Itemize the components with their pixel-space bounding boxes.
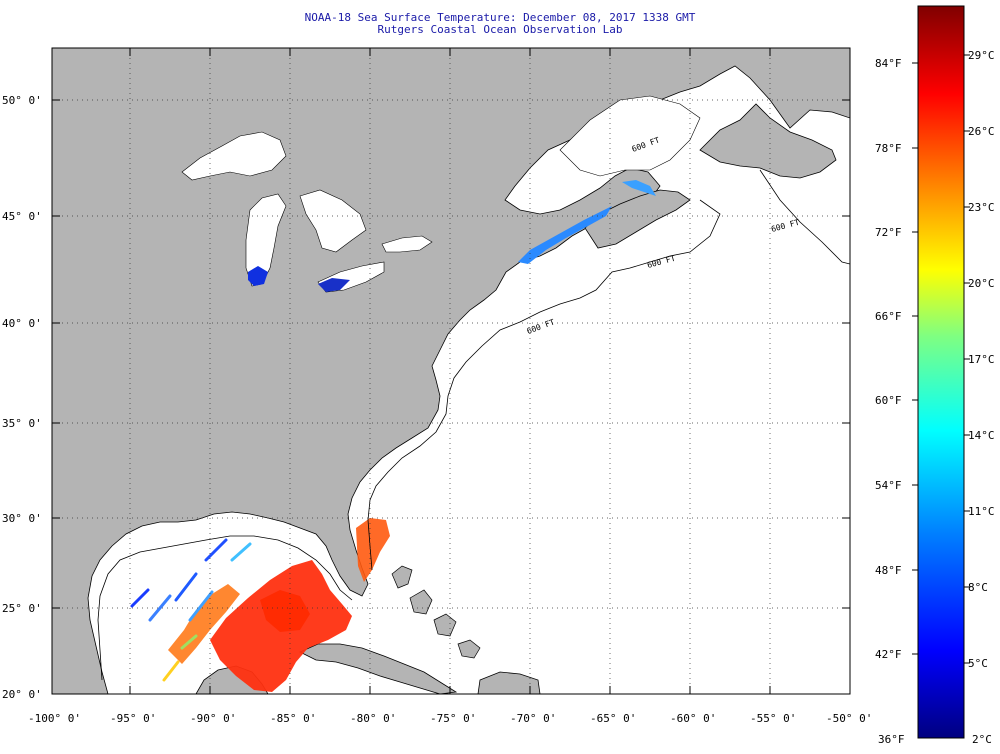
longitude-label: -75° 0' bbox=[430, 712, 477, 725]
graticule bbox=[52, 48, 850, 694]
latitude-label: 25° 0' bbox=[2, 602, 42, 615]
bahamas-islands bbox=[391, 565, 481, 659]
colorbar-label-c: 23°C bbox=[968, 201, 995, 214]
map-frame bbox=[51, 47, 851, 695]
latitude-label: 40° 0' bbox=[2, 317, 42, 330]
longitude-label: -70° 0' bbox=[510, 712, 557, 725]
longitude-label: -80° 0' bbox=[350, 712, 397, 725]
land-nova-scotia bbox=[584, 189, 691, 249]
lake-huron bbox=[299, 189, 367, 253]
sst-patch-keys bbox=[260, 590, 310, 632]
sst-gulf-st-lawrence bbox=[622, 180, 656, 196]
colorbar-label-f: 66°F bbox=[875, 310, 902, 323]
longitude-label: -65° 0' bbox=[590, 712, 637, 725]
sst-lake-michigan bbox=[248, 266, 268, 286]
colorbar-ticks bbox=[912, 54, 970, 664]
colorbar-label-f: 84°F bbox=[875, 57, 902, 70]
longitude-label: -100° 0' bbox=[28, 712, 81, 725]
colorbar-label-c: 2°C bbox=[972, 733, 992, 746]
longitude-label: -85° 0' bbox=[270, 712, 317, 725]
colorbar-label-f: 60°F bbox=[875, 394, 902, 407]
latitude-label: 35° 0' bbox=[2, 417, 42, 430]
colorbar bbox=[917, 5, 965, 739]
colorbar-label-f: 78°F bbox=[875, 142, 902, 155]
lake-ontario bbox=[381, 235, 433, 253]
sst-gulf-maine bbox=[518, 206, 612, 264]
sst-lake-erie bbox=[318, 278, 350, 292]
land-hispaniola bbox=[477, 671, 541, 694]
lake-superior bbox=[181, 131, 287, 181]
colorbar-label-f: 54°F bbox=[875, 479, 902, 492]
longitude-label: -60° 0' bbox=[670, 712, 717, 725]
colorbar-label-c: 20°C bbox=[968, 277, 995, 290]
longitude-label: -50° 0' bbox=[826, 712, 873, 725]
map-subtitle: Rutgers Coastal Ocean Observation Lab bbox=[377, 23, 623, 36]
sst-patch-atlantic bbox=[356, 518, 390, 582]
colorbar-label-f: 36°F bbox=[878, 733, 905, 746]
lake-michigan bbox=[245, 193, 287, 287]
colorbar-label-c: 8°C bbox=[968, 581, 988, 594]
axis-ticks bbox=[52, 48, 850, 694]
colorbar-label-c: 17°C bbox=[968, 353, 995, 366]
colorbar-label-c: 29°C bbox=[968, 49, 995, 62]
colorbar-label-f: 42°F bbox=[875, 648, 902, 661]
gulf-contour bbox=[97, 535, 353, 681]
land-newfoundland bbox=[699, 103, 837, 179]
colorbar-label-c: 11°C bbox=[968, 505, 995, 518]
map-title: NOAA-18 Sea Surface Temperature: Decembe… bbox=[304, 11, 696, 24]
sst-patch-streaks bbox=[130, 538, 252, 682]
latitude-label: 20° 0' bbox=[2, 688, 42, 701]
gulf-st-lawrence bbox=[559, 95, 701, 177]
latitude-label: 50° 0' bbox=[2, 94, 42, 107]
colorbar-label-c: 26°C bbox=[968, 125, 995, 138]
colorbar-label-f: 72°F bbox=[875, 226, 902, 239]
colorbar-label-f: 48°F bbox=[875, 564, 902, 577]
shelf-contour bbox=[367, 169, 850, 571]
latitude-label: 30° 0' bbox=[2, 512, 42, 525]
colorbar-label-c: 5°C bbox=[968, 657, 988, 670]
latitude-label: 45° 0' bbox=[2, 210, 42, 223]
longitude-label: -95° 0' bbox=[110, 712, 157, 725]
longitude-label: -90° 0' bbox=[190, 712, 237, 725]
longitude-label: -55° 0' bbox=[750, 712, 797, 725]
colorbar-label-c: 14°C bbox=[968, 429, 995, 442]
land-cuba bbox=[299, 643, 458, 694]
